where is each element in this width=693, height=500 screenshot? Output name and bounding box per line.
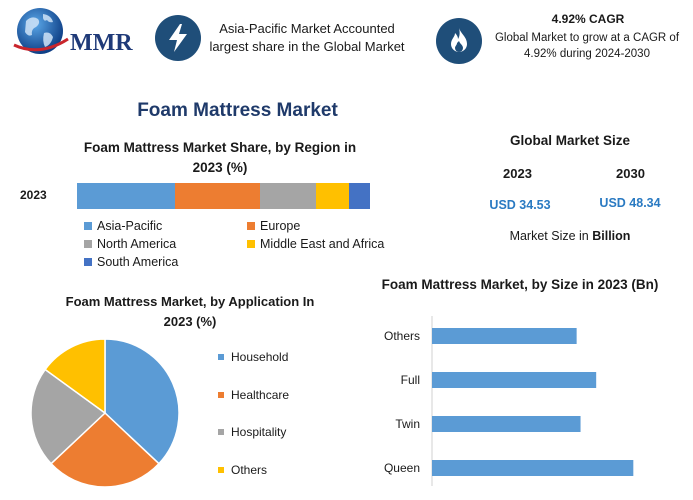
legend-item-north-america: North America: [84, 237, 176, 251]
legend-label: Household: [231, 350, 289, 364]
legend-swatch: [218, 354, 224, 360]
size-bar-twin: [432, 416, 581, 432]
region-bar-segment-south-america: [349, 183, 370, 209]
size-bar-chart: Others Full Twin Queen: [384, 316, 634, 486]
legend-label: Hospitality: [231, 425, 287, 439]
legend-label: Europe: [260, 219, 301, 233]
page-title: Foam Mattress Market: [137, 100, 338, 121]
legend-swatch: [84, 222, 92, 230]
region-stacked-bar: [77, 183, 370, 209]
legend-label: Healthcare: [231, 387, 290, 402]
market-size-unit-note: Market Size in Billion: [509, 229, 631, 243]
size-category-label: Twin: [395, 417, 420, 431]
cagr-title: 4.92% CAGR: [551, 12, 625, 26]
region-bar-segment-north-america: [260, 183, 316, 209]
pie-slice-hospitality: [30, 368, 107, 465]
legend-item-south-america: South America: [84, 255, 178, 269]
region-bar-segment-europe: [175, 183, 261, 209]
legend-item-europe: Europe: [247, 219, 300, 233]
market-size-year-2023: 2023: [503, 166, 532, 181]
legend-item-healthcare: Healthcare: [218, 388, 289, 402]
legend-swatch: [218, 391, 224, 398]
legend-item-asia-pacific: Asia-Pacific: [84, 219, 162, 233]
legend-swatch: [247, 240, 255, 248]
market-size-value-2030: USD 48.34: [599, 196, 661, 210]
lightning-bolt-icon: [155, 15, 201, 61]
logo: [10, 5, 150, 57]
region-bar-segment-middle-east-and-africa: [315, 183, 350, 209]
size-category-label: Others: [384, 329, 420, 343]
legend-swatch: [247, 222, 255, 230]
region-chart-title: Foam Mattress Market Share, by Region in…: [83, 140, 357, 175]
cagr-text: Global Market to grow at a CAGR of 4.92%…: [494, 32, 680, 60]
region-bar-segment-asia-pacific: [77, 183, 176, 209]
size-bar-full: [432, 372, 597, 388]
logo-text: MMR: [70, 30, 133, 56]
legend-label: South America: [97, 255, 179, 269]
legend-swatch: [84, 240, 92, 248]
region-category-label: 2023: [20, 188, 47, 202]
pie-slice-healthcare: [49, 411, 161, 488]
legend-label: Others: [231, 462, 268, 477]
size-chart-title: Foam Mattress Market, by Size in 2023 (B…: [381, 277, 659, 292]
legend-label: North America: [97, 237, 177, 251]
global-market-size-title: Global Market Size: [509, 133, 631, 148]
legend-label: Middle East and Africa: [260, 237, 385, 251]
market-size-year-2030: 2030: [616, 166, 645, 181]
legend-swatch: [218, 429, 224, 435]
legend-item-household: Household: [218, 350, 288, 364]
application-pie-chart: [30, 338, 180, 488]
size-category-label: Full: [401, 373, 420, 387]
application-chart-title: Foam Mattress Market, by Application In …: [65, 294, 315, 329]
pie-slice-others: [44, 338, 106, 415]
legend-item-middle-east-and-africa: Middle East and Africa: [247, 237, 384, 251]
legend-item-hospitality: Hospitality: [218, 425, 286, 439]
legend-item-others: Others: [218, 463, 267, 477]
flame-icon: [436, 18, 482, 64]
highlight-asia-pacific: Asia-Pacific Market Accounted largest sh…: [209, 21, 405, 54]
size-bar-others: [432, 328, 577, 344]
market-size-value-2023: USD 34.53: [489, 198, 551, 212]
globe-icon: [13, 8, 69, 54]
pie-slice-household: [104, 338, 180, 465]
size-bar-queen: [432, 460, 634, 476]
legend-label: Asia-Pacific: [97, 219, 163, 233]
legend-swatch: [218, 466, 224, 473]
size-category-label: Queen: [384, 461, 420, 475]
legend-swatch: [84, 258, 92, 266]
